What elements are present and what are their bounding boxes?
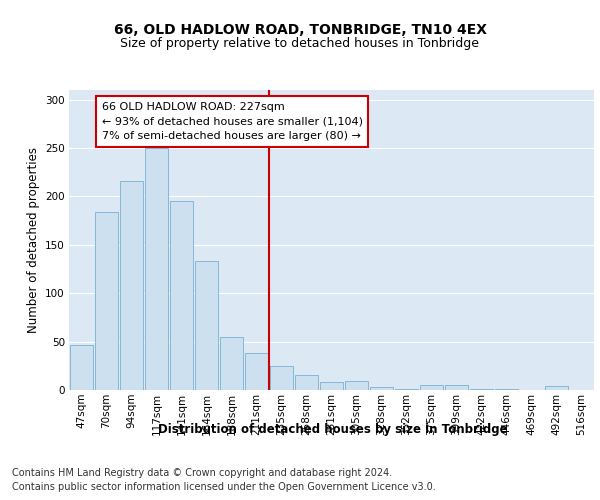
Bar: [70, 346, 93, 390]
Bar: [95, 212, 118, 390]
Bar: [420, 385, 443, 390]
Y-axis label: Number of detached properties: Number of detached properties: [26, 147, 40, 333]
Bar: [545, 386, 568, 390]
Text: Size of property relative to detached houses in Tonbridge: Size of property relative to detached ho…: [121, 38, 479, 51]
Bar: [245, 353, 268, 390]
Bar: [445, 385, 468, 390]
Bar: [345, 382, 368, 390]
Bar: [120, 181, 143, 390]
Bar: [170, 202, 193, 390]
Bar: [295, 374, 318, 390]
Bar: [370, 387, 393, 390]
Bar: [495, 389, 518, 390]
Bar: [195, 262, 218, 390]
Text: Distribution of detached houses by size in Tonbridge: Distribution of detached houses by size …: [158, 422, 508, 436]
Bar: [320, 382, 343, 390]
Text: 66, OLD HADLOW ROAD, TONBRIDGE, TN10 4EX: 66, OLD HADLOW ROAD, TONBRIDGE, TN10 4EX: [113, 22, 487, 36]
Text: Contains HM Land Registry data © Crown copyright and database right 2024.: Contains HM Land Registry data © Crown c…: [12, 468, 392, 477]
Bar: [395, 389, 418, 390]
Text: 66 OLD HADLOW ROAD: 227sqm
← 93% of detached houses are smaller (1,104)
7% of se: 66 OLD HADLOW ROAD: 227sqm ← 93% of deta…: [101, 102, 362, 141]
Text: Contains public sector information licensed under the Open Government Licence v3: Contains public sector information licen…: [12, 482, 436, 492]
Bar: [220, 337, 243, 390]
Bar: [145, 148, 168, 390]
Bar: [470, 389, 493, 390]
Bar: [270, 366, 293, 390]
